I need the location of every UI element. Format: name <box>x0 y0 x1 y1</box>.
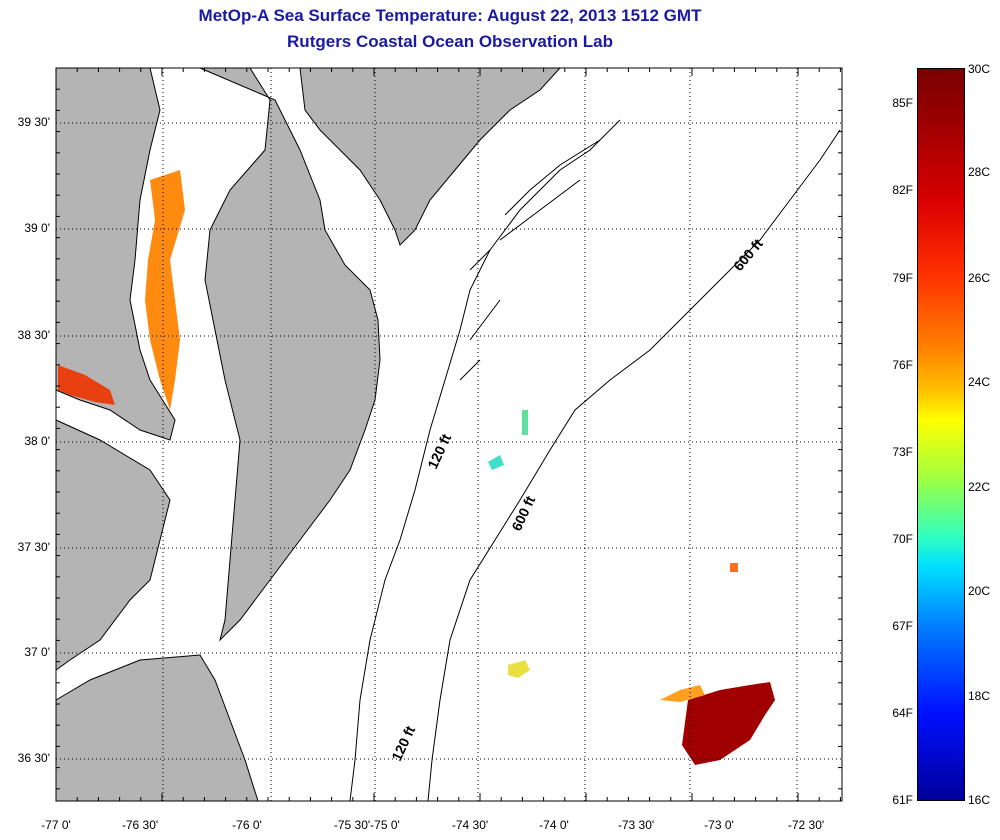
colorbar-label-celsius: 26C <box>968 271 991 285</box>
contour-label-600ft-mid: 600 ft <box>508 493 538 533</box>
colorbar-label-celsius: 24C <box>968 375 991 389</box>
colorbar-label-celsius: 20C <box>968 584 991 598</box>
land-mass <box>55 67 562 802</box>
axis-ticks <box>55 67 842 801</box>
colorbar-label-fahrenheit: 79F <box>892 271 913 285</box>
lat-label: 39 0' <box>24 221 50 235</box>
colorbar-label-fahrenheit: 61F <box>892 793 913 807</box>
colorbar-label-fahrenheit: 85F <box>892 96 913 110</box>
map-frame <box>55 67 843 802</box>
colorbar-label-fahrenheit: 70F <box>892 532 913 546</box>
lon-label: -74 0' <box>539 818 569 832</box>
contour-label-120ft-south: 120 ft <box>388 723 418 763</box>
lon-label: -76 0' <box>232 818 262 832</box>
sst-patches <box>58 170 775 765</box>
lon-label: -74 30' <box>451 818 489 832</box>
lon-label: -73 30' <box>617 818 655 832</box>
colorbar-label-fahrenheit: 73F <box>892 445 913 459</box>
map-title: MetOp-A Sea Surface Temperature: August … <box>198 6 702 25</box>
colorbar-label-celsius: 28C <box>968 165 991 179</box>
colorbar-label-celsius: 16C <box>968 793 991 807</box>
colorbar-label-celsius: 30C <box>968 62 991 76</box>
lat-label: 37 0' <box>24 645 50 659</box>
colorbar-label-fahrenheit: 82F <box>892 183 913 197</box>
colorbar-label-celsius: 18C <box>968 689 991 703</box>
lon-label: -76 30' <box>121 818 159 832</box>
lon-label: -75 30' <box>333 818 371 832</box>
lon-label: -75 0' <box>370 818 400 832</box>
colorbar-label-celsius: 22C <box>968 480 991 494</box>
lon-label: -77 0' <box>41 818 71 832</box>
depth-contours <box>349 119 841 802</box>
lat-label: 36 30' <box>17 751 50 765</box>
map-subtitle: Rutgers Coastal Ocean Observation Lab <box>287 32 613 51</box>
colorbar-label-fahrenheit: 67F <box>892 619 913 633</box>
map-grid <box>56 68 842 801</box>
sst-colorbar <box>917 68 965 801</box>
lat-label: 39 30' <box>17 115 50 129</box>
lon-label: -72 30' <box>787 818 825 832</box>
lat-label: 37 30' <box>17 540 50 554</box>
colorbar-label-fahrenheit: 64F <box>892 706 913 720</box>
lat-label: 38 30' <box>17 328 50 342</box>
contour-label-600ft-north: 600 ft <box>730 235 766 274</box>
colorbar-label-fahrenheit: 76F <box>892 358 913 372</box>
lat-label: 38 0' <box>24 434 50 448</box>
lon-label: -73 0' <box>704 818 734 832</box>
